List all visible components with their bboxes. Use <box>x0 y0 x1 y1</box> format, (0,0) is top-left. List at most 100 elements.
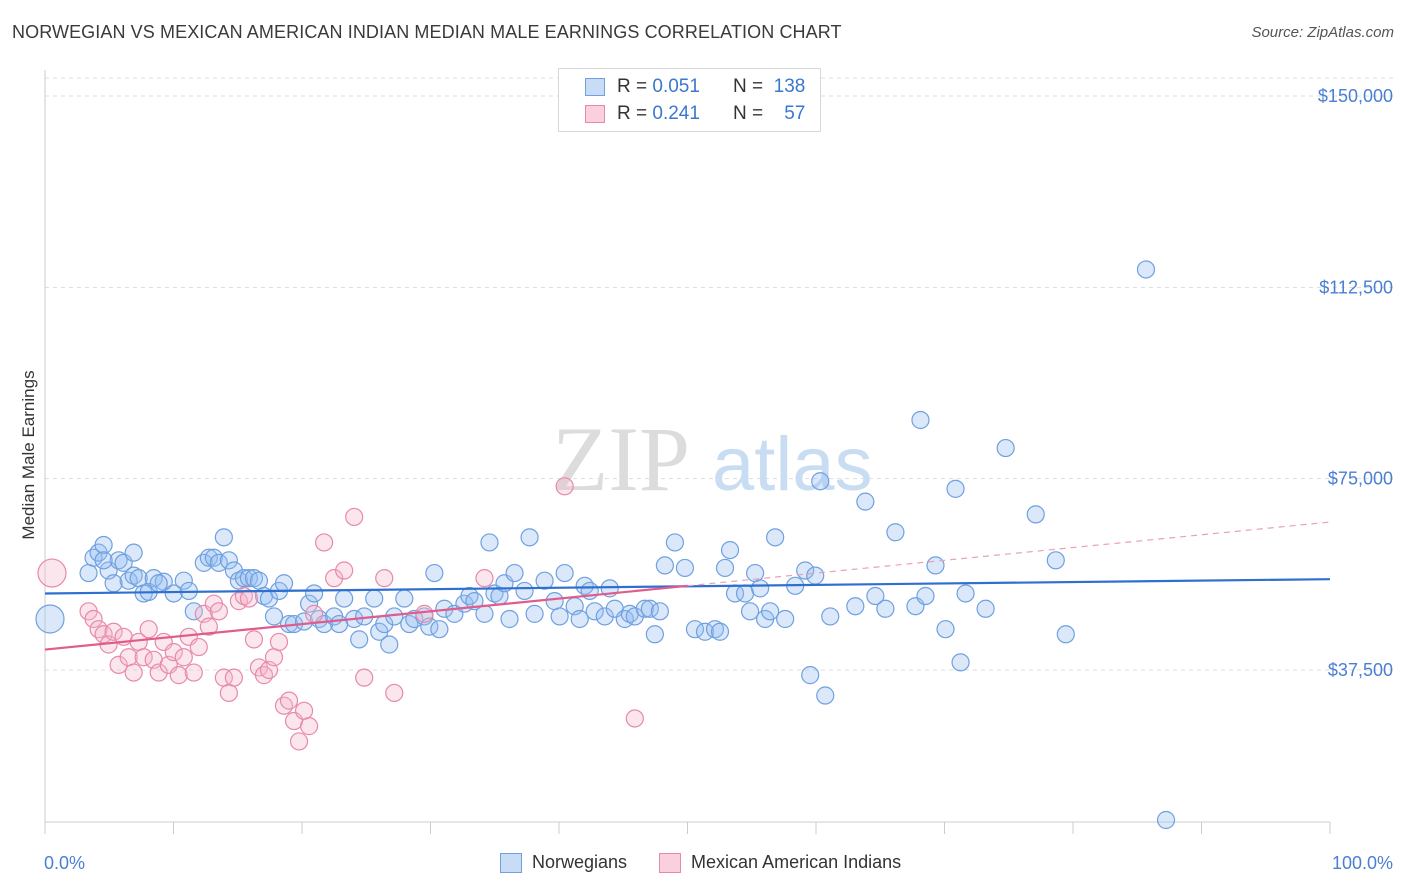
point-mexican <box>299 717 319 736</box>
x-tick-label: 100.0% <box>1332 853 1393 873</box>
legend-r-value: 0.051 <box>652 76 700 97</box>
point-norwegian <box>956 584 975 603</box>
y-tick-label: $37,500 <box>1328 660 1393 680</box>
point-norwegian <box>816 686 835 705</box>
point-norwegian <box>936 620 955 639</box>
point-norwegian <box>545 592 564 611</box>
point-norwegian <box>766 528 785 547</box>
watermark-atlas: atlas <box>712 422 873 507</box>
point-mexican <box>289 732 309 751</box>
legend-n-label: N = <box>732 76 764 97</box>
point-norwegian <box>535 571 554 590</box>
legend-swatch-blue <box>500 852 522 873</box>
point-mexican <box>355 668 374 687</box>
point-norwegian <box>304 584 324 603</box>
point-mexican <box>189 637 208 657</box>
point-norwegian <box>164 584 183 603</box>
point-norwegian <box>274 574 294 593</box>
point-norwegian <box>886 523 905 542</box>
point-norwegian <box>520 528 539 547</box>
point-norwegian <box>926 556 945 575</box>
legend-r-label: R = <box>617 103 648 124</box>
point-mexican <box>315 533 334 552</box>
point-mexican <box>475 569 494 588</box>
point-norwegian <box>1026 505 1045 524</box>
watermark: ZIP atlas <box>552 408 873 510</box>
point-norwegian <box>465 592 484 611</box>
legend-label: Norwegians <box>532 852 628 872</box>
point-norwegian <box>515 581 534 601</box>
point-norwegian <box>555 563 574 583</box>
point-norwegian <box>264 607 284 626</box>
point-norwegian <box>951 653 970 672</box>
point-mexican <box>269 632 289 652</box>
point-norwegian <box>710 622 730 641</box>
point-norwegian <box>585 602 604 621</box>
point-norwegian <box>94 551 113 570</box>
point-norwegian <box>876 599 895 618</box>
point-mexican <box>415 604 434 623</box>
legend-n-value: 138 <box>773 76 806 97</box>
point-norwegian <box>751 579 770 598</box>
point-norwegian <box>1136 260 1156 279</box>
point-norwegian <box>846 597 865 616</box>
point-norwegian <box>635 599 654 618</box>
point-mexican <box>254 666 274 685</box>
point-norwegian <box>911 410 930 430</box>
point-mexican <box>219 683 238 703</box>
legend-label: Mexican American Indians <box>691 852 902 872</box>
point-norwegian <box>740 602 760 621</box>
legend-series: Norwegians Mexican American Indians <box>500 852 933 873</box>
point-mexican <box>184 663 203 682</box>
legend-r-label: R = <box>617 76 648 97</box>
point-mexican <box>139 620 158 639</box>
point-norwegian <box>916 586 935 606</box>
y-tick-label: $150,000 <box>1318 86 1393 106</box>
point-norwegian <box>104 574 123 593</box>
point-norwegian <box>996 438 1015 458</box>
point-mexican <box>625 709 644 728</box>
legend-n-label: N = <box>732 103 764 124</box>
point-mexican <box>199 617 218 636</box>
point-mexican <box>169 666 188 685</box>
point-norwegian <box>761 602 780 621</box>
point-norwegian <box>735 584 755 603</box>
point-mexican <box>304 604 324 623</box>
axes <box>44 70 1331 834</box>
point-norwegian <box>330 614 349 634</box>
point-norwegian <box>866 586 885 606</box>
point-norwegian <box>35 604 65 634</box>
point-mexican <box>294 701 314 720</box>
point-norwegian <box>365 589 384 608</box>
point-norwegian <box>645 625 664 644</box>
point-norwegian <box>234 569 254 588</box>
point-mexican <box>375 569 394 588</box>
point-norwegian <box>1046 551 1065 570</box>
point-mexican <box>279 691 299 710</box>
legend-n-value: 57 <box>784 103 806 124</box>
point-norwegian <box>350 630 369 649</box>
point-norwegian <box>94 535 113 555</box>
watermark-zip: ZIP <box>552 408 690 510</box>
y-tick-label: $112,500 <box>1319 277 1393 297</box>
point-norwegian <box>194 553 213 572</box>
point-mexican <box>224 668 243 687</box>
point-norwegian <box>204 548 223 567</box>
point-norwegian <box>224 561 243 580</box>
point-norwegian <box>801 666 820 685</box>
point-norwegian <box>715 558 735 578</box>
point-norwegian <box>776 609 795 629</box>
y-axis-label: Median Male Earnings <box>19 370 38 539</box>
point-norwegian <box>705 620 725 639</box>
point-norwegian <box>149 574 168 593</box>
point-norwegian <box>299 594 319 613</box>
point-mexican <box>345 507 364 527</box>
point-norwegian <box>124 566 143 585</box>
trend-mexican <box>44 584 688 651</box>
trend-lines <box>44 521 1331 651</box>
point-norwegian <box>475 604 494 623</box>
point-mexican <box>37 558 67 588</box>
point-norwegian <box>821 607 840 626</box>
point-norwegian <box>199 548 218 567</box>
